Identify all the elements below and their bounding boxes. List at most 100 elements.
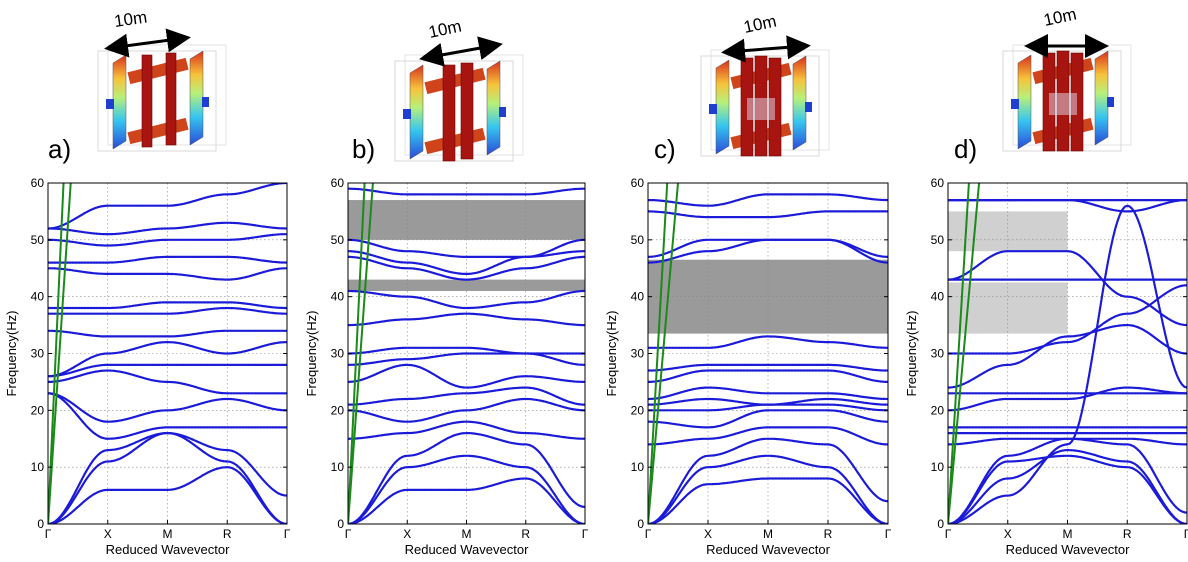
panel-2: 10m b) 0 10 20 30 40 50 60 Γ X M R Γ Reduced Wavevecto… <box>304 16 589 557</box>
plot-area: 0 10 20 30 40 50 60 Γ X M R Γ Reduced Wavevector Freq… <box>904 176 1188 557</box>
band-series-12 <box>948 250 1187 327</box>
band-series-9 <box>48 329 287 338</box>
band-series-1 <box>348 477 585 524</box>
y-tick-label: 60 <box>331 176 345 190</box>
y-tick-label: 30 <box>631 347 645 361</box>
band-series-5 <box>48 392 287 423</box>
x-tick-label: X <box>704 527 712 541</box>
band-series-11 <box>48 301 287 310</box>
x-tick-label: M <box>1063 527 1073 541</box>
y-tick-label: 0 <box>337 517 344 531</box>
band-series-6 <box>348 386 585 406</box>
y-tick-label: 20 <box>931 403 945 417</box>
x-tick-label: Γ <box>582 527 589 541</box>
left-anchor <box>709 104 717 114</box>
x-tick-label: Γ <box>645 527 652 541</box>
unit-cell-illustration <box>700 49 830 157</box>
y-tick-label: 30 <box>931 347 945 361</box>
band-series-4 <box>948 437 1187 446</box>
band-series-1 <box>48 466 287 524</box>
band-series-14 <box>348 238 585 258</box>
band-series-10 <box>48 306 287 315</box>
x-tick-label: R <box>824 527 833 541</box>
x-tick-label: X <box>104 527 112 541</box>
band-series-11 <box>648 335 888 349</box>
x-tick-label: M <box>462 527 472 541</box>
band-series-5 <box>348 397 585 423</box>
plot-area: 0 10 20 30 40 50 60 Γ X M R Γ Reduced Wavevector Freq… <box>304 176 589 557</box>
band-series-15 <box>348 187 585 196</box>
unit-cell-illustration <box>97 44 227 152</box>
band-series-15 <box>48 221 287 236</box>
x-tick-label: Γ <box>945 527 952 541</box>
x-axis-label: Reduced Wavevector <box>106 542 230 557</box>
x-axis-label: Reduced Wavevector <box>405 542 529 557</box>
band-series-4 <box>648 426 888 446</box>
unit-cell-illustration <box>394 54 524 162</box>
x-tick-label: M <box>763 527 773 541</box>
band-series-13 <box>48 255 287 264</box>
panel-3: 10m c) 0 10 20 30 40 50 60 Γ X M R Γ Reduced Wavevecto… <box>604 11 892 557</box>
x-tick-label: Γ <box>885 527 892 541</box>
right-plate <box>486 60 501 156</box>
y-tick-label: 40 <box>931 290 945 304</box>
resonator-bar <box>460 62 474 160</box>
y-tick-label: 50 <box>631 233 645 247</box>
band-series-2 <box>648 454 888 524</box>
band-series-1 <box>648 477 888 524</box>
left-anchor <box>106 99 114 109</box>
band-series-10 <box>648 363 888 372</box>
left-plate <box>409 64 424 160</box>
x-tick-label: X <box>403 527 411 541</box>
y-tick-label: 20 <box>631 403 645 417</box>
x-tick-label: Γ <box>1184 527 1188 541</box>
y-tick-label: 0 <box>937 517 944 531</box>
band-series-1 <box>948 448 1187 524</box>
plot-area: 0 10 20 30 40 50 60 Γ X M R Γ Reduced Wavevector Freq… <box>4 176 291 557</box>
y-tick-label: 40 <box>631 290 645 304</box>
right-anchor <box>202 97 209 107</box>
band-series-6 <box>48 369 287 395</box>
top-beam <box>127 57 189 85</box>
band-series-9 <box>948 324 1187 389</box>
plot-area: 0 10 20 30 40 50 60 Γ X M R Γ Reduced Wavevector Freq… <box>604 176 892 557</box>
y-axis-label: Frequency(Hz) <box>604 311 619 397</box>
band-series-9 <box>648 369 888 383</box>
panel-letter: c) <box>654 134 676 164</box>
right-plate <box>792 55 807 151</box>
resonator-bar <box>442 64 456 162</box>
band-series-7 <box>48 363 287 378</box>
band-series-14 <box>648 210 888 219</box>
y-axis-label: Frequency(Hz) <box>904 311 919 397</box>
resonator-core <box>1049 93 1077 115</box>
band-series-5 <box>648 409 888 429</box>
resonator-bar <box>165 52 177 146</box>
y-tick-label: 50 <box>31 233 45 247</box>
dimension-label: 10m <box>113 8 148 31</box>
panel-letter: d) <box>954 134 977 164</box>
y-tick-label: 60 <box>31 176 45 190</box>
right-plate <box>189 50 204 146</box>
x-tick-label: Γ <box>45 527 52 541</box>
y-tick-label: 60 <box>931 176 945 190</box>
band-series-12 <box>48 267 287 281</box>
left-plate <box>1017 54 1032 150</box>
y-tick-label: 10 <box>31 460 45 474</box>
band-series-3 <box>48 432 287 524</box>
light-line-2 <box>648 183 679 524</box>
y-tick-label: 10 <box>931 460 945 474</box>
x-tick-label: X <box>1004 527 1012 541</box>
y-tick-label: 0 <box>37 517 44 531</box>
band-series-2 <box>948 454 1187 524</box>
plot-background <box>48 183 287 524</box>
panel-letter: b) <box>352 134 375 164</box>
x-tick-label: M <box>163 527 173 541</box>
unit-cell-illustration <box>1002 44 1132 152</box>
band-series-2 <box>348 454 585 524</box>
right-plate <box>1094 50 1109 146</box>
dimension-label: 10m <box>742 11 778 36</box>
band-series-13 <box>648 238 888 258</box>
light-line-2 <box>348 183 374 524</box>
band-series-4 <box>348 420 585 440</box>
